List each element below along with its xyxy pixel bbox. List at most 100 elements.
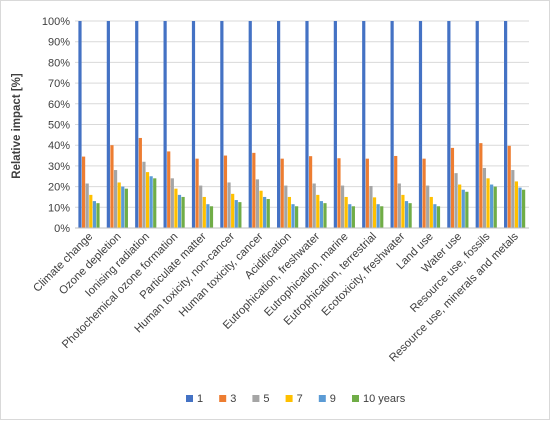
bar: [433, 204, 437, 228]
bar: [493, 186, 497, 228]
bar: [507, 145, 511, 228]
bar: [422, 158, 426, 228]
bar: [280, 158, 284, 228]
bar: [121, 186, 125, 228]
y-tick-label: 60%: [48, 99, 70, 111]
bar: [167, 151, 171, 228]
legend-swatch: [318, 395, 326, 402]
y-tick-label: 20%: [48, 182, 70, 194]
bar: [106, 21, 110, 228]
legend-label: 5: [263, 393, 269, 405]
bar: [511, 170, 515, 228]
bar: [291, 204, 295, 228]
bar: [263, 196, 267, 228]
y-tick-label: 30%: [48, 161, 70, 173]
bar: [234, 200, 238, 228]
legend-swatch: [285, 395, 293, 402]
bar: [135, 21, 139, 228]
legend-swatch: [219, 395, 227, 402]
bar: [199, 185, 203, 228]
bar: [117, 182, 121, 228]
legend-label: 1: [197, 393, 203, 405]
bar: [316, 194, 320, 228]
legend-swatch: [186, 395, 193, 402]
bar: [479, 143, 483, 228]
bar: [209, 206, 214, 228]
bar: [369, 185, 373, 228]
y-tick-label: 90%: [48, 37, 70, 49]
y-tick-label: 10%: [48, 202, 70, 214]
bar: [319, 201, 323, 228]
bar: [436, 206, 441, 228]
bar: [248, 21, 252, 228]
legend-label: 7: [297, 393, 303, 405]
bar: [404, 201, 409, 228]
bar: [376, 204, 380, 228]
bar: [365, 158, 369, 228]
bar: [220, 21, 224, 228]
bar: [259, 190, 263, 228]
y-tick-label: 80%: [48, 57, 70, 69]
bar: [124, 188, 128, 228]
bar: [397, 183, 401, 228]
bar: [351, 206, 355, 228]
bar: [202, 196, 206, 228]
bar: [110, 145, 114, 228]
bar: [223, 155, 228, 228]
bar: [177, 194, 182, 228]
legend-label: 10 years: [363, 393, 406, 405]
bar: [465, 191, 469, 228]
bar: [514, 181, 519, 228]
y-tick-label: 70%: [48, 78, 70, 90]
bar: [81, 156, 86, 228]
bar: [475, 21, 479, 228]
bar: [312, 183, 316, 228]
y-axis-label: Relative impact [%]: [11, 73, 23, 179]
y-tick-label: 40%: [48, 140, 70, 152]
y-axis-ticks: 0% 10% 20% 30% 40% 50% 60% 70% 80% 90% 100%: [42, 16, 70, 235]
bar: [348, 204, 352, 228]
legend-swatch: [352, 395, 359, 402]
bar: [418, 21, 423, 228]
bar: [181, 196, 185, 228]
bar: [408, 203, 412, 228]
legend-swatch: [252, 395, 260, 402]
bar: [163, 21, 167, 228]
y-tick-label: 0%: [54, 223, 70, 235]
bar: [191, 21, 196, 228]
legend-label: 3: [230, 393, 236, 405]
bar: [138, 137, 142, 228]
y-tick-label: 50%: [48, 120, 70, 132]
bar: [170, 178, 174, 228]
bar: [486, 178, 490, 228]
bar: [394, 155, 398, 228]
bar: [252, 152, 256, 228]
bar: [482, 167, 487, 228]
legend-label: 9: [330, 393, 336, 405]
bar: [295, 206, 299, 228]
bar: [450, 147, 455, 228]
bar: [145, 172, 150, 228]
bar: [447, 21, 451, 228]
bar: [305, 21, 309, 228]
bar: [340, 185, 345, 228]
bar: [401, 194, 405, 228]
bar: [344, 196, 348, 228]
bar: [333, 21, 337, 228]
bar: [490, 184, 494, 228]
bar: [195, 158, 199, 228]
bar: [231, 193, 235, 228]
bar: [96, 203, 100, 228]
bar: [206, 204, 210, 228]
bar: [92, 201, 96, 228]
bar: [149, 176, 153, 228]
bar: [142, 161, 146, 228]
bar: [518, 187, 522, 228]
bar: [174, 188, 178, 228]
bar: [287, 196, 292, 228]
legend: 1 3 5 7 9 10 years: [186, 393, 406, 405]
bar: [390, 21, 394, 228]
bar: [85, 183, 89, 228]
bars: [78, 21, 526, 228]
